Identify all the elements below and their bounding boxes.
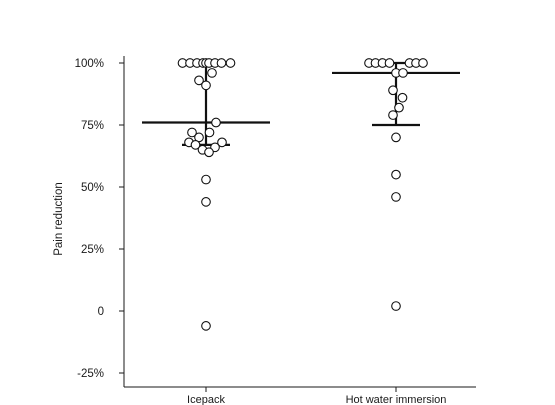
data-points	[177, 58, 428, 331]
data-point	[204, 127, 215, 138]
data-point	[201, 80, 211, 91]
data-point	[384, 58, 395, 68]
data-point	[201, 321, 211, 331]
data-point	[391, 169, 401, 180]
data-point	[187, 127, 197, 138]
data-point	[190, 139, 201, 150]
y-tick-label: 100%	[75, 58, 104, 70]
data-point	[398, 68, 408, 78]
data-point	[397, 92, 408, 103]
data-point	[391, 132, 401, 143]
y-tick-label: -25%	[77, 368, 104, 380]
y-tick-label: 0	[98, 306, 104, 318]
data-point	[194, 75, 204, 86]
data-point	[388, 110, 398, 120]
data-point	[207, 68, 217, 78]
data-point	[391, 192, 401, 202]
y-tick-label: 75%	[81, 120, 104, 132]
data-point	[204, 147, 214, 158]
data-point	[394, 102, 404, 113]
x-tick-label: Icepack	[187, 394, 225, 405]
data-point	[418, 58, 428, 68]
data-point	[201, 174, 211, 185]
x-axis-ticks: Icepack Hot water immersion	[187, 387, 446, 405]
data-point	[225, 58, 236, 68]
data-point	[216, 58, 227, 68]
data-point	[391, 301, 401, 311]
data-point	[201, 197, 211, 207]
y-tick-label: 50%	[81, 182, 104, 194]
y-axis-ticks: -25% 0 25% 50% 75% 100%	[75, 58, 124, 380]
data-point	[211, 117, 221, 128]
x-tick-label: Hot water immersion	[346, 394, 447, 405]
data-point	[388, 85, 398, 96]
y-tick-label: 25%	[81, 244, 104, 256]
y-axis-label: Pain reduction	[53, 182, 65, 256]
data-point	[217, 137, 227, 148]
